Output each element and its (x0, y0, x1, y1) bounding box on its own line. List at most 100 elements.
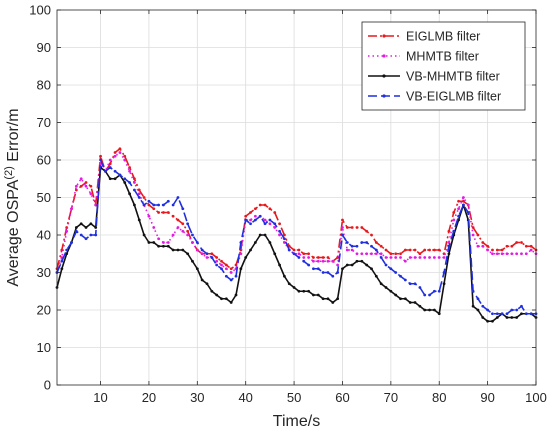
data-point (350, 226, 354, 229)
data-point (520, 241, 523, 244)
data-point (152, 207, 156, 211)
data-point (442, 271, 446, 274)
data-point (142, 203, 146, 207)
data-point (394, 293, 398, 297)
data-point (442, 282, 446, 286)
data-point (341, 267, 344, 271)
data-point (495, 312, 499, 316)
data-point (123, 158, 127, 162)
data-point (70, 241, 73, 244)
data-point (500, 248, 504, 252)
data-point (515, 308, 519, 312)
legend: EIGLMB filter MHMTB filter VB-MHMTB filter… (361, 21, 526, 111)
data-point (137, 218, 141, 222)
data-point (287, 248, 291, 252)
data-point (147, 241, 151, 244)
series-line-4 (56, 159, 536, 315)
y-tick-label: 80 (37, 78, 51, 93)
grid-lines (57, 10, 536, 385)
data-point (491, 248, 494, 252)
data-point (258, 203, 262, 207)
data-point (365, 263, 369, 267)
data-point (273, 226, 277, 229)
data-point (374, 252, 378, 256)
x-tick-label: 100 (525, 390, 547, 405)
data-point (505, 252, 509, 256)
data-point (360, 241, 364, 244)
data-point (142, 196, 146, 199)
data-point (307, 289, 310, 293)
x-tick-label: 70 (384, 390, 398, 405)
data-point (321, 256, 325, 259)
legend-item: MHMTB filter (368, 50, 479, 64)
data-point (370, 244, 373, 248)
data-point (399, 297, 402, 301)
data-point (408, 282, 412, 286)
data-point (268, 207, 272, 211)
data-point (331, 301, 335, 304)
data-point (176, 248, 180, 252)
data-point (89, 184, 93, 188)
y-tick-label: 90 (37, 40, 51, 55)
data-point (176, 218, 180, 222)
data-point (215, 259, 219, 263)
data-point (162, 241, 165, 244)
data-point (181, 248, 185, 252)
data-point (486, 308, 490, 312)
y-tick-label: 0 (44, 378, 51, 393)
data-point (462, 196, 465, 199)
data-point (239, 241, 243, 244)
data-point (249, 222, 252, 226)
data-point (195, 248, 199, 252)
data-point (399, 274, 402, 278)
data-point (118, 173, 122, 177)
data-point (234, 274, 238, 278)
legend-marker (382, 34, 386, 38)
data-point (457, 207, 460, 211)
data-point (341, 218, 344, 222)
data-point (316, 259, 320, 263)
data-point (350, 244, 354, 248)
data-point (162, 203, 165, 207)
data-point (452, 218, 456, 222)
data-point (162, 211, 165, 214)
data-point (432, 289, 436, 293)
data-point (515, 252, 519, 256)
data-point (258, 214, 262, 218)
data-point (399, 252, 402, 256)
data-point (312, 267, 315, 271)
data-point (312, 256, 315, 259)
data-point (403, 297, 407, 301)
data-point (283, 274, 286, 278)
data-point (432, 248, 436, 252)
data-point (355, 259, 359, 263)
data-point (283, 237, 286, 241)
data-point (123, 154, 127, 158)
y-tick-label: 60 (37, 153, 51, 168)
x-tick-label: 80 (432, 390, 446, 405)
x-tick-label: 40 (238, 390, 252, 405)
data-point (191, 233, 194, 237)
data-point (355, 226, 359, 229)
data-point (181, 222, 185, 226)
data-point (442, 256, 446, 259)
series-markers-2 (55, 151, 538, 274)
data-point (292, 252, 296, 256)
data-point (481, 244, 485, 248)
data-point (108, 166, 112, 169)
data-point (471, 226, 475, 229)
data-point (65, 229, 69, 233)
data-point (84, 237, 88, 241)
data-point (118, 151, 122, 154)
x-axis-label: Time/s (273, 413, 320, 430)
data-point (486, 248, 490, 252)
data-point (273, 211, 277, 214)
data-point (239, 267, 243, 271)
x-tick-label: 30 (190, 390, 204, 405)
data-point (302, 289, 306, 293)
data-point (253, 214, 257, 218)
data-point (157, 244, 161, 248)
data-point (360, 226, 364, 229)
data-point (370, 267, 373, 271)
data-point (423, 256, 427, 259)
